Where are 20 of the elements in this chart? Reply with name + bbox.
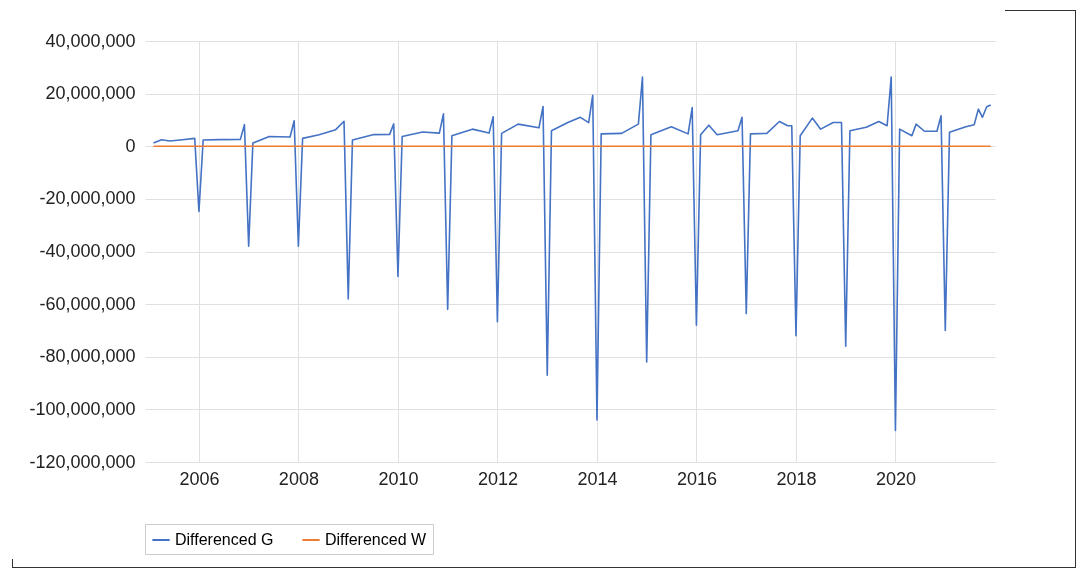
x-tick-label: 2016	[676, 468, 717, 489]
x-tick-label: 2008	[278, 468, 319, 489]
x-tick-label: 2014	[577, 468, 618, 489]
x-tick-label: 2010	[378, 468, 419, 489]
y-tick-label: 40,000,000	[45, 30, 136, 51]
y-tick-label: -120,000,000	[29, 451, 136, 472]
x-tick-label: 2020	[875, 468, 916, 489]
x-tick-label: 2018	[776, 468, 817, 489]
y-tick-label: -100,000,000	[29, 398, 136, 419]
y-tick-label: 20,000,000	[45, 83, 136, 104]
y-tick-label: 0	[125, 135, 136, 156]
legend-label: Differenced G	[175, 531, 274, 548]
y-tick-label: -20,000,000	[39, 188, 136, 209]
line-series	[152, 76, 992, 432]
y-tick-label: -40,000,000	[39, 241, 136, 261]
x-tick-label: 2006	[179, 468, 220, 489]
x-tick-label: 2012	[477, 468, 518, 489]
y-tick-label: -80,000,000	[39, 346, 136, 367]
legend-label: Differenced W	[325, 531, 427, 548]
y-tick-label: -60,000,000	[39, 293, 136, 314]
